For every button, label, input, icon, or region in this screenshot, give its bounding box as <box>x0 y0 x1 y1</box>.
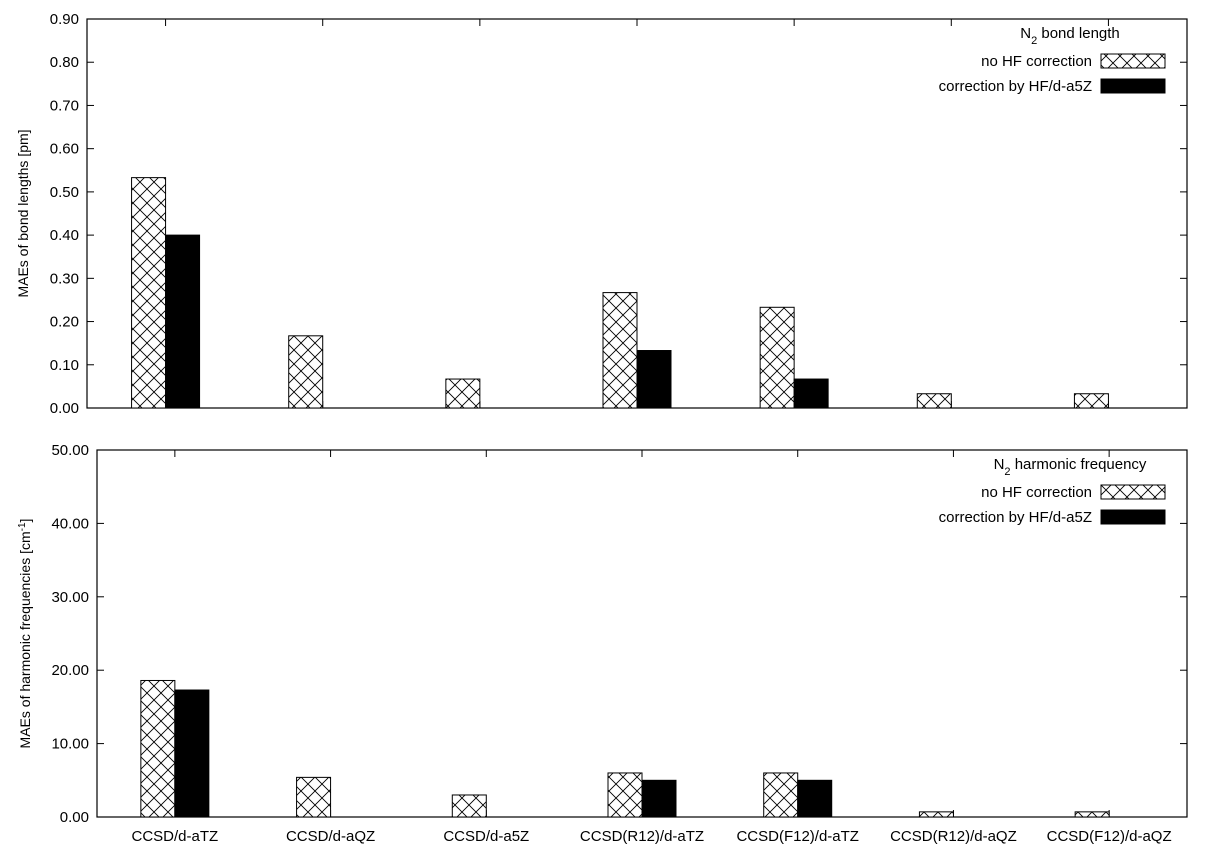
x-tick-label: CCSD(R12)/d-aQZ <box>890 828 1017 845</box>
y-axis-label: MAEs of bond lengths [pm] <box>15 129 31 297</box>
bar-hf-corrected <box>165 234 201 409</box>
y-tick-label: 0.20 <box>50 314 79 331</box>
x-tick-label: CCSD/d-aTZ <box>132 828 219 845</box>
x-tick-label: CCSD(F12)/d-aQZ <box>1047 828 1172 845</box>
y-tick-label: 30.00 <box>51 589 89 606</box>
bar-no-hf-correction <box>602 292 638 409</box>
y-tick-label: 0.50 <box>50 184 79 201</box>
bar-no-hf-correction <box>607 772 643 818</box>
y-tick-label: 0.90 <box>50 11 79 28</box>
x-tick-label: CCSD(F12)/d-aTZ <box>736 828 859 845</box>
y-tick-label: 20.00 <box>51 662 89 679</box>
y-tick-label: 10.00 <box>51 736 89 753</box>
bar-hf-corrected <box>636 350 672 409</box>
x-tick-label: CCSD(R12)/d-aTZ <box>580 828 704 845</box>
bar-no-hf-correction <box>445 378 481 409</box>
y-tick-label: 0.40 <box>50 227 79 244</box>
y-axis-label: MAEs of harmonic frequencies [cm-1] <box>17 519 34 749</box>
y-tick-label: 50.00 <box>51 442 89 459</box>
bar-no-hf-correction <box>763 772 799 818</box>
bar-no-hf-correction <box>916 393 952 409</box>
legend-swatch-crosshatch <box>1100 484 1166 500</box>
y-tick-label: 40.00 <box>51 515 89 532</box>
legend-label: correction by HF/d-a5Z <box>939 78 1092 95</box>
legend-label: no HF correction <box>981 53 1092 70</box>
bar-no-hf-correction <box>918 811 954 818</box>
legend-title: N2 bond length <box>1020 25 1120 47</box>
bar-no-hf-correction <box>296 776 332 818</box>
y-tick-label: 0.60 <box>50 141 79 158</box>
legend-label: correction by HF/d-a5Z <box>939 509 1092 526</box>
bar-hf-corrected <box>174 689 210 818</box>
bar-no-hf-correction <box>1073 393 1109 409</box>
bar-no-hf-correction <box>288 335 324 409</box>
plot-frame <box>96 449 1188 818</box>
y-tick-label: 0.80 <box>50 54 79 71</box>
chart-panel-1: 0.00 0.10 0.20 0.30 0.40 0.50 0.60 0.70 0.80 0.90… <box>15 11 1188 417</box>
legend-swatch-crosshatch <box>1100 53 1166 69</box>
x-tick-label: CCSD/d-aQZ <box>286 828 375 845</box>
bar-no-hf-correction <box>131 177 167 409</box>
y-tick-label: 0.10 <box>50 357 79 374</box>
y-tick-label: 0.00 <box>50 400 79 417</box>
bar-no-hf-correction <box>1074 811 1110 818</box>
bar-hf-corrected <box>793 378 829 409</box>
legend-label: no HF correction <box>981 484 1092 501</box>
bar-hf-corrected <box>797 779 833 818</box>
legend-swatch-solid <box>1100 509 1166 525</box>
bar-no-hf-correction <box>140 679 176 818</box>
legend-swatch-solid <box>1100 78 1166 94</box>
x-tick-label: CCSD/d-a5Z <box>443 828 529 845</box>
chart-panel-2: 0.00 10.00 20.00 30.00 40.00 50.00 CCSD/d-aTZ C… <box>17 442 1188 845</box>
y-tick-label: 0.70 <box>50 97 79 114</box>
bar-no-hf-correction <box>759 306 795 409</box>
bar-no-hf-correction <box>451 794 487 818</box>
bar-hf-corrected <box>641 779 677 818</box>
legend-title: N2 harmonic frequency <box>994 456 1147 478</box>
y-tick-label: 0.30 <box>50 270 79 287</box>
y-tick-label: 0.00 <box>60 809 89 826</box>
